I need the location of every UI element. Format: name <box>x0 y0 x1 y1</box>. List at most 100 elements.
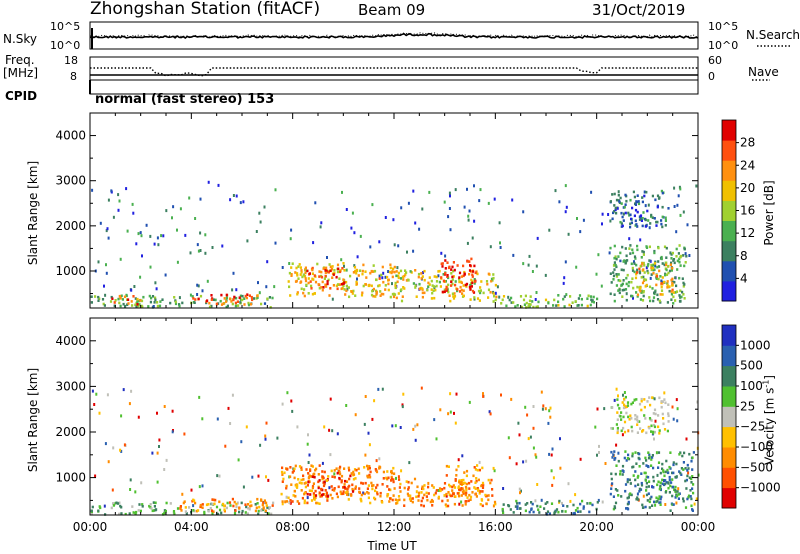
velocity-cell <box>392 478 395 481</box>
power-cell <box>596 297 599 301</box>
power-speckle <box>467 214 470 218</box>
power-cell <box>678 294 681 297</box>
velocity-cell <box>184 506 187 509</box>
velocity-cell <box>388 488 391 491</box>
power-cell <box>667 264 670 268</box>
velocity-cell <box>417 493 421 496</box>
velocity-cell <box>172 510 176 513</box>
velocity-cell <box>317 486 320 490</box>
velocity-cell <box>417 491 421 495</box>
power-cell <box>634 257 637 260</box>
velocity-cell <box>228 501 232 504</box>
power-cell <box>553 298 556 302</box>
power-cell <box>490 279 493 283</box>
velocity-cell <box>431 484 434 487</box>
velocity-cell <box>312 492 315 495</box>
power-cell <box>623 259 626 262</box>
velocity-cell <box>485 502 488 506</box>
velocity-cell <box>313 475 316 479</box>
power-ytick-label: 2000 <box>55 219 86 233</box>
velocity-cell <box>300 468 303 471</box>
power-cell <box>354 294 357 297</box>
power-cell <box>444 272 447 275</box>
power-speckle <box>448 191 451 195</box>
velocity-cell <box>368 466 371 470</box>
power-cell <box>649 222 652 225</box>
velocity-cell <box>374 489 377 493</box>
power-speckle <box>105 229 108 233</box>
power-speckle <box>258 291 261 295</box>
power-cell <box>525 301 528 305</box>
velocity-cell <box>336 471 339 475</box>
velocity-cell <box>690 459 693 463</box>
power-speckle <box>654 264 657 268</box>
velocity-cell <box>358 490 361 494</box>
velocity-cell <box>300 482 303 485</box>
power-cell <box>672 258 676 261</box>
velocity-cell <box>681 454 684 458</box>
power-cell <box>458 271 462 275</box>
velocity-speckle <box>552 476 555 480</box>
velocity-cell <box>150 507 153 510</box>
power-cell <box>635 200 638 204</box>
velocity-cell <box>307 476 311 479</box>
velocity-cell <box>151 509 154 513</box>
power-cell <box>520 305 523 309</box>
power-cell <box>348 295 351 299</box>
power-cell <box>641 196 644 199</box>
velocity-cell <box>680 473 683 476</box>
power-cell <box>635 223 638 226</box>
velocity-cell <box>668 491 671 494</box>
velocity-cell <box>635 497 638 501</box>
power-speckle <box>695 184 698 188</box>
velocity-cell <box>457 465 460 468</box>
velocity-cell <box>434 491 437 495</box>
power-cell <box>657 277 660 281</box>
velocity-speckle <box>111 488 114 492</box>
power-cell <box>335 275 338 279</box>
velocity-speckle <box>500 393 502 397</box>
velocity-cell <box>367 484 370 487</box>
velocity-cell <box>652 466 655 470</box>
power-cell <box>355 282 358 285</box>
velocity-cell <box>459 488 462 492</box>
power-cell <box>452 295 455 298</box>
velocity-cell <box>487 494 490 497</box>
power-cell <box>174 300 177 304</box>
power-colorbar-segment <box>722 180 736 201</box>
velocity-cell <box>338 467 341 470</box>
power-speckle <box>235 194 238 198</box>
power-cell <box>531 300 534 303</box>
power-cell <box>630 294 633 298</box>
velocity-speckle <box>532 405 535 408</box>
power-cell <box>621 295 624 298</box>
velocity-cell <box>545 513 549 516</box>
power-cell <box>90 301 93 304</box>
power-cell <box>465 285 468 288</box>
power-cell <box>295 266 298 270</box>
power-cell <box>414 284 417 287</box>
power-speckle <box>384 275 387 279</box>
velocity-speckle <box>660 488 662 492</box>
power-cell <box>544 298 548 302</box>
velocity-cell <box>665 481 668 484</box>
velocity-cell <box>546 501 549 504</box>
velocity-cell <box>458 480 461 484</box>
power-speckle <box>649 276 652 280</box>
power-cell <box>640 219 643 222</box>
power-cell <box>589 303 592 307</box>
velocity-cell <box>289 475 292 478</box>
velocity-cell <box>476 487 479 490</box>
power-speckle <box>534 298 537 301</box>
power-cell <box>623 288 626 292</box>
velocity-cell <box>218 500 221 504</box>
velocity-speckle <box>636 492 639 496</box>
velocity-cell <box>281 500 284 503</box>
power-cell <box>114 299 117 302</box>
velocity-cell <box>209 507 212 510</box>
velocity-cell <box>338 476 341 480</box>
velocity-cell <box>554 510 557 514</box>
velocity-cell <box>518 501 521 505</box>
velocity-speckle <box>449 392 452 396</box>
velocity-speckle <box>518 487 521 491</box>
